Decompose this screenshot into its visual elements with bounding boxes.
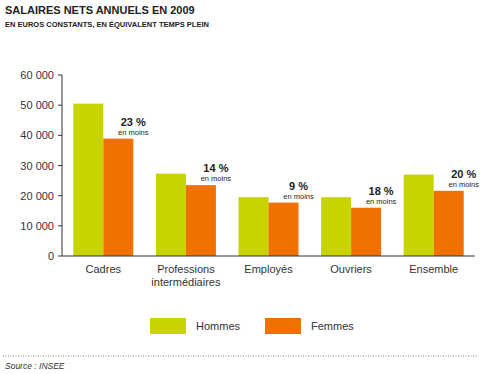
annotation: 23 % [121, 116, 146, 128]
y-tick [58, 75, 62, 76]
x-tick-label: Professionsintermédiaires [151, 263, 221, 288]
x-tick-label-line: Ouvriers [330, 263, 372, 275]
subtitle: EN EUROS CONSTANTS, EN ÉQUIVALENT TEMPS … [5, 20, 209, 29]
y-tick-label: 0 [48, 250, 54, 262]
bar [103, 139, 133, 256]
y-tick [58, 165, 62, 166]
bar [239, 197, 269, 256]
annotation: 14 % [203, 162, 228, 174]
annotation-detail: en moins [448, 180, 479, 189]
bar [156, 174, 186, 256]
x-tick-label-line: Ensemble [409, 263, 458, 275]
x-tick-label-line: Cadres [86, 263, 122, 275]
x-axis [62, 256, 475, 257]
legend-label: Femmes [311, 320, 354, 332]
annotation-detail: en moins [118, 128, 149, 137]
y-tick-label: 50 000 [20, 99, 54, 111]
bar [404, 175, 434, 256]
y-tick-label: 10 000 [20, 220, 54, 232]
annotation-detail: en moins [366, 197, 397, 206]
annotation: 18 % [369, 185, 394, 197]
x-tick-label: Ouvriers [330, 263, 372, 275]
x-tick-label-line: intermédiaires [151, 276, 221, 288]
y-axis [62, 75, 63, 256]
bar [186, 185, 216, 256]
x-tick-label-line: Employés [244, 263, 293, 275]
legend-label: Hommes [196, 320, 241, 332]
y-tick [58, 225, 62, 226]
y-tick-label: 40 000 [20, 129, 54, 141]
legend-swatch [150, 318, 186, 334]
bars [73, 104, 463, 256]
y-tick [58, 195, 62, 196]
bar [351, 208, 381, 256]
separator [3, 356, 477, 357]
chart: SALAIRES NETS ANNUELS EN 2009 EN EUROS CO… [0, 0, 480, 374]
annotation-detail: en moins [201, 174, 232, 183]
x-tick-label: Ensemble [409, 263, 458, 275]
annotation-detail: en moins [283, 192, 314, 201]
legend-swatch [265, 318, 301, 334]
y-tick-label: 20 000 [20, 190, 54, 202]
bar [269, 203, 299, 256]
bar [321, 197, 351, 256]
y-tick-label: 30 000 [20, 160, 54, 172]
x-tick-label: Employés [244, 263, 293, 275]
y-tick [58, 135, 62, 136]
y-tick [58, 105, 62, 106]
x-tick-label-line: Professions [157, 263, 215, 275]
title: SALAIRES NETS ANNUELS EN 2009 [5, 4, 195, 16]
source: Source : INSEE [5, 361, 65, 371]
y-tick [58, 256, 62, 257]
bar [434, 191, 464, 256]
x-tick-label: Cadres [86, 263, 122, 275]
annotation: 9 % [289, 180, 308, 192]
y-tick-label: 60 000 [20, 69, 54, 81]
annotation: 20 % [451, 168, 476, 180]
bar [73, 104, 103, 256]
